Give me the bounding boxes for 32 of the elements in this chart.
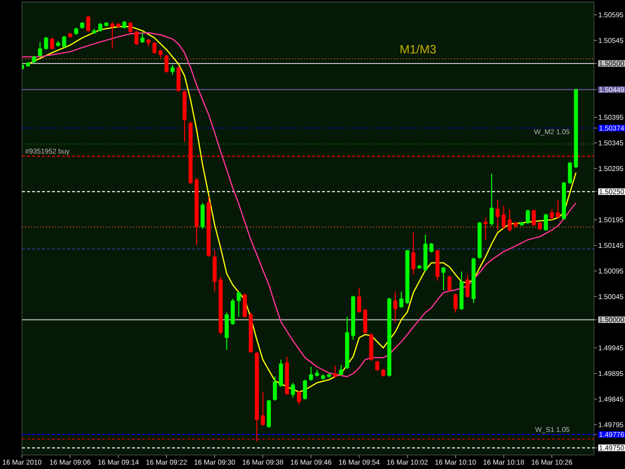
candlestick: [411, 232, 416, 276]
candlestick: [164, 54, 169, 74]
candlestick: [128, 21, 132, 34]
candlestick: [302, 379, 307, 400]
candlestick: [152, 41, 156, 54]
candlestick: [200, 202, 205, 230]
annotation: M1/M3: [400, 44, 436, 54]
candlestick: [176, 66, 181, 92]
candlestick: [134, 30, 138, 46]
candlestick: [38, 41, 42, 58]
candlestick: [441, 266, 446, 290]
candlestick: [296, 390, 301, 406]
candlestick: [447, 275, 452, 292]
candlestick: [290, 382, 295, 398]
candlestick: [484, 217, 488, 240]
candlestick: [339, 364, 344, 376]
candlestick: [278, 359, 283, 388]
candlestick: [454, 293, 458, 314]
candlestick: [309, 366, 314, 382]
candlestick: [490, 173, 494, 226]
candlestick: [544, 213, 548, 232]
candlestick: [466, 274, 470, 298]
candlestick: [170, 64, 175, 76]
candlestick: [50, 37, 54, 50]
candlestick: [393, 291, 398, 324]
candlestick: [568, 161, 572, 184]
candlestick: [272, 376, 277, 402]
candlestick: [333, 365, 338, 378]
candlestick: [44, 36, 48, 50]
candlestick: [86, 15, 90, 32]
candlestick: [429, 242, 434, 254]
candlestick: [140, 32, 144, 44]
